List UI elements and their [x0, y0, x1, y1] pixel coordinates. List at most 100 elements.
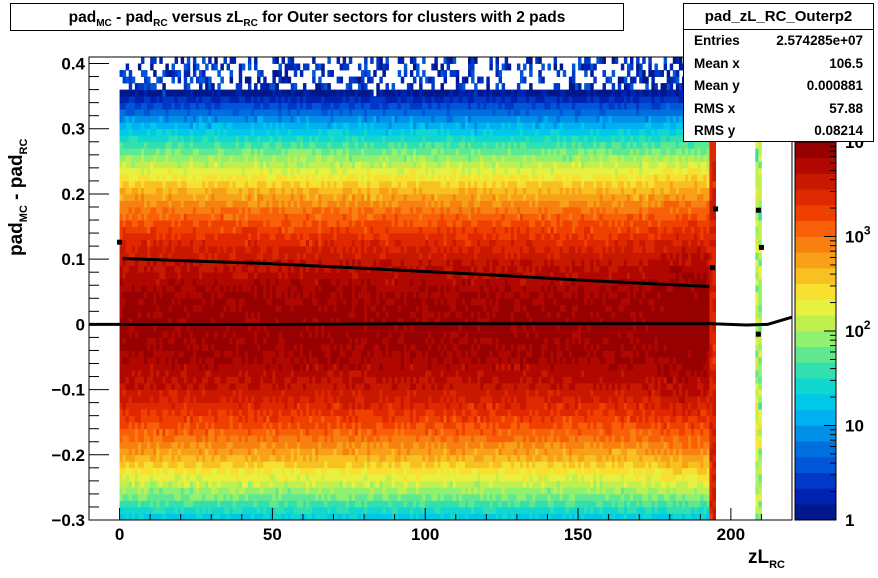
heat-cell	[226, 187, 230, 195]
heat-cell	[220, 109, 224, 117]
heat-cell	[165, 402, 169, 410]
heat-cell	[199, 415, 203, 423]
heat-cell	[278, 167, 282, 175]
heat-cell	[150, 330, 154, 338]
heat-cell	[229, 480, 234, 488]
heat-cell	[211, 200, 215, 208]
heat-cell	[321, 402, 325, 410]
heat-cell	[306, 356, 310, 364]
heat-cell	[229, 174, 234, 182]
heat-cell	[128, 206, 133, 214]
heat-cell	[189, 363, 194, 371]
heat-cell	[119, 311, 124, 319]
heat-cell	[281, 252, 286, 260]
heat-cell	[217, 415, 221, 423]
heat-cell	[214, 148, 218, 156]
heat-cell	[269, 122, 273, 130]
heat-cell	[235, 415, 240, 423]
heat-cell	[302, 467, 307, 475]
heat-cell	[119, 376, 124, 384]
heat-cell	[217, 409, 221, 417]
heat-cell	[318, 167, 322, 175]
heat-cell	[202, 76, 206, 84]
heat-cell	[306, 474, 310, 482]
heat-cell	[125, 350, 130, 358]
heat-cell	[214, 285, 218, 293]
heat-cell	[260, 350, 264, 358]
heat-cell	[241, 356, 246, 364]
heat-cell	[299, 154, 304, 162]
heat-cell	[223, 324, 227, 332]
heat-cell	[159, 233, 163, 240]
heat-cell	[287, 389, 292, 397]
heat-cell	[330, 109, 334, 117]
heat-cell	[220, 448, 224, 456]
heat-cell	[183, 513, 188, 521]
heat-cell	[162, 285, 166, 293]
heat-cell	[214, 298, 218, 306]
heat-cell	[195, 493, 200, 501]
heat-cell	[315, 396, 319, 404]
heat-cell	[235, 206, 240, 214]
heat-cell	[214, 206, 218, 214]
heat-cell	[229, 115, 234, 123]
heat-cell	[119, 317, 124, 325]
heat-cell	[214, 272, 218, 280]
heat-cell	[302, 409, 307, 417]
heat-cell	[192, 220, 197, 227]
heat-cell	[223, 239, 227, 247]
heat-cell	[278, 513, 282, 521]
heat-cell	[177, 448, 182, 456]
heat-cell	[147, 200, 151, 208]
heat-cell	[156, 226, 160, 234]
heat-cell	[254, 396, 258, 404]
heat-cell	[321, 343, 325, 351]
heat-cell	[247, 115, 252, 123]
heat-cell	[159, 220, 163, 227]
heat-cell	[125, 161, 130, 169]
heat-cell	[330, 200, 334, 208]
heat-cell	[220, 409, 224, 417]
heat-cell	[147, 376, 151, 384]
heat-cell	[232, 96, 237, 104]
heat-cell	[205, 180, 209, 188]
heat-cell	[125, 239, 130, 247]
heat-cell	[269, 141, 273, 149]
heat-cell	[254, 115, 258, 123]
heat-cell	[321, 161, 325, 169]
heat-cell	[226, 487, 230, 495]
heat-cell	[299, 285, 304, 293]
heat-cell	[205, 76, 209, 84]
heat-cell	[125, 513, 130, 521]
heat-cell	[177, 376, 182, 384]
heat-cell	[339, 317, 344, 325]
heat-cell	[223, 96, 227, 104]
heat-cell	[293, 128, 298, 136]
heat-cell	[330, 474, 334, 482]
heat-cell	[144, 343, 148, 351]
heat-cell	[254, 461, 258, 469]
heat-cell	[257, 161, 261, 169]
heat-cell	[183, 265, 188, 273]
heat-cell	[229, 324, 234, 332]
heat-cell	[144, 317, 148, 325]
heat-cell	[251, 422, 255, 430]
heat-cell	[171, 285, 175, 293]
heat-cell	[202, 213, 206, 221]
heat-cell	[315, 493, 319, 501]
heat-cell	[315, 252, 319, 260]
heat-cell	[214, 428, 218, 436]
heat-cell	[119, 506, 124, 514]
heat-cell	[214, 102, 218, 110]
heat-cell	[247, 246, 252, 254]
heat-cell	[162, 389, 166, 397]
heat-cell	[290, 467, 295, 475]
heat-cell	[226, 409, 230, 417]
heat-cell	[272, 272, 276, 280]
heat-cell	[208, 135, 212, 143]
heat-cell	[275, 252, 279, 260]
heat-cell	[232, 109, 237, 117]
heat-cell	[244, 278, 249, 286]
heat-cell	[247, 474, 252, 482]
heat-cell	[244, 167, 249, 175]
